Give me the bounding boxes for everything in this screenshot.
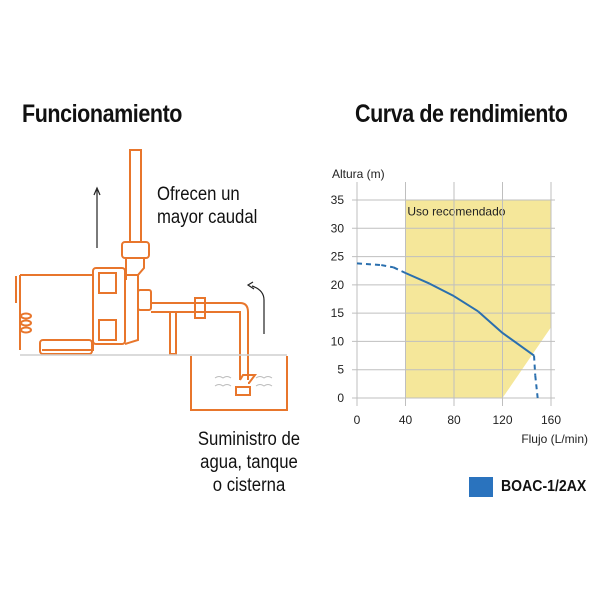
y-tick-label: 35 <box>331 193 345 207</box>
legend-swatch <box>469 477 493 497</box>
caption-top-line2: mayor caudal <box>157 207 258 228</box>
performance-curve <box>501 332 535 357</box>
legend: BOAC-1/2AX <box>469 477 598 497</box>
y-tick-label: 30 <box>331 221 345 235</box>
performance-curve <box>477 310 504 334</box>
performance-curve <box>533 355 537 376</box>
caption-top-line1: Ofrecen un <box>157 184 240 205</box>
y-axis-label: Altura (m) <box>332 167 385 181</box>
recommended-label: Uso recomendado <box>407 204 505 218</box>
caption-bottom-line2: agua, tanque <box>200 452 298 473</box>
y-tick-label: 0 <box>337 391 344 405</box>
x-axis-label: Flujo (L/min) <box>521 432 588 446</box>
caption-bottom-line3: o cisterna <box>212 475 286 496</box>
performance-curve <box>392 266 406 274</box>
left-title: Funcionamiento <box>22 100 183 128</box>
arrowhead-icon <box>93 186 101 196</box>
performance-curve <box>381 264 394 269</box>
y-tick-label: 25 <box>331 250 345 264</box>
curved-arrow-icon <box>251 285 265 334</box>
performance-curve <box>429 282 455 298</box>
water-pump-icon <box>15 149 288 411</box>
y-tick-label: 20 <box>331 278 345 292</box>
performance-curve <box>534 375 539 399</box>
performance-curve <box>405 272 431 285</box>
caption-top: Ofrecen un mayor caudal <box>157 183 257 229</box>
x-tick-label: 120 <box>492 413 512 427</box>
water-waves-icon <box>214 376 273 387</box>
x-tick-label: 40 <box>399 413 413 427</box>
caption-bottom-line1: Suministro de <box>197 429 301 450</box>
legend-label: BOAC-1/2AX <box>501 478 587 495</box>
y-tick-label: 15 <box>331 306 345 320</box>
recommended-region <box>405 200 551 398</box>
x-tick-label: 0 <box>354 413 361 427</box>
y-tick-label: 10 <box>331 334 345 348</box>
x-tick-label: 160 <box>541 413 561 427</box>
caption-bottom: Suministro de agua, tanque o cisterna <box>183 428 315 497</box>
performance-curve <box>356 262 382 267</box>
chart-title: Curva de rendimiento <box>355 100 568 128</box>
x-tick-label: 80 <box>447 413 461 427</box>
performance-curve <box>453 295 479 313</box>
y-tick-label: 5 <box>337 363 344 377</box>
